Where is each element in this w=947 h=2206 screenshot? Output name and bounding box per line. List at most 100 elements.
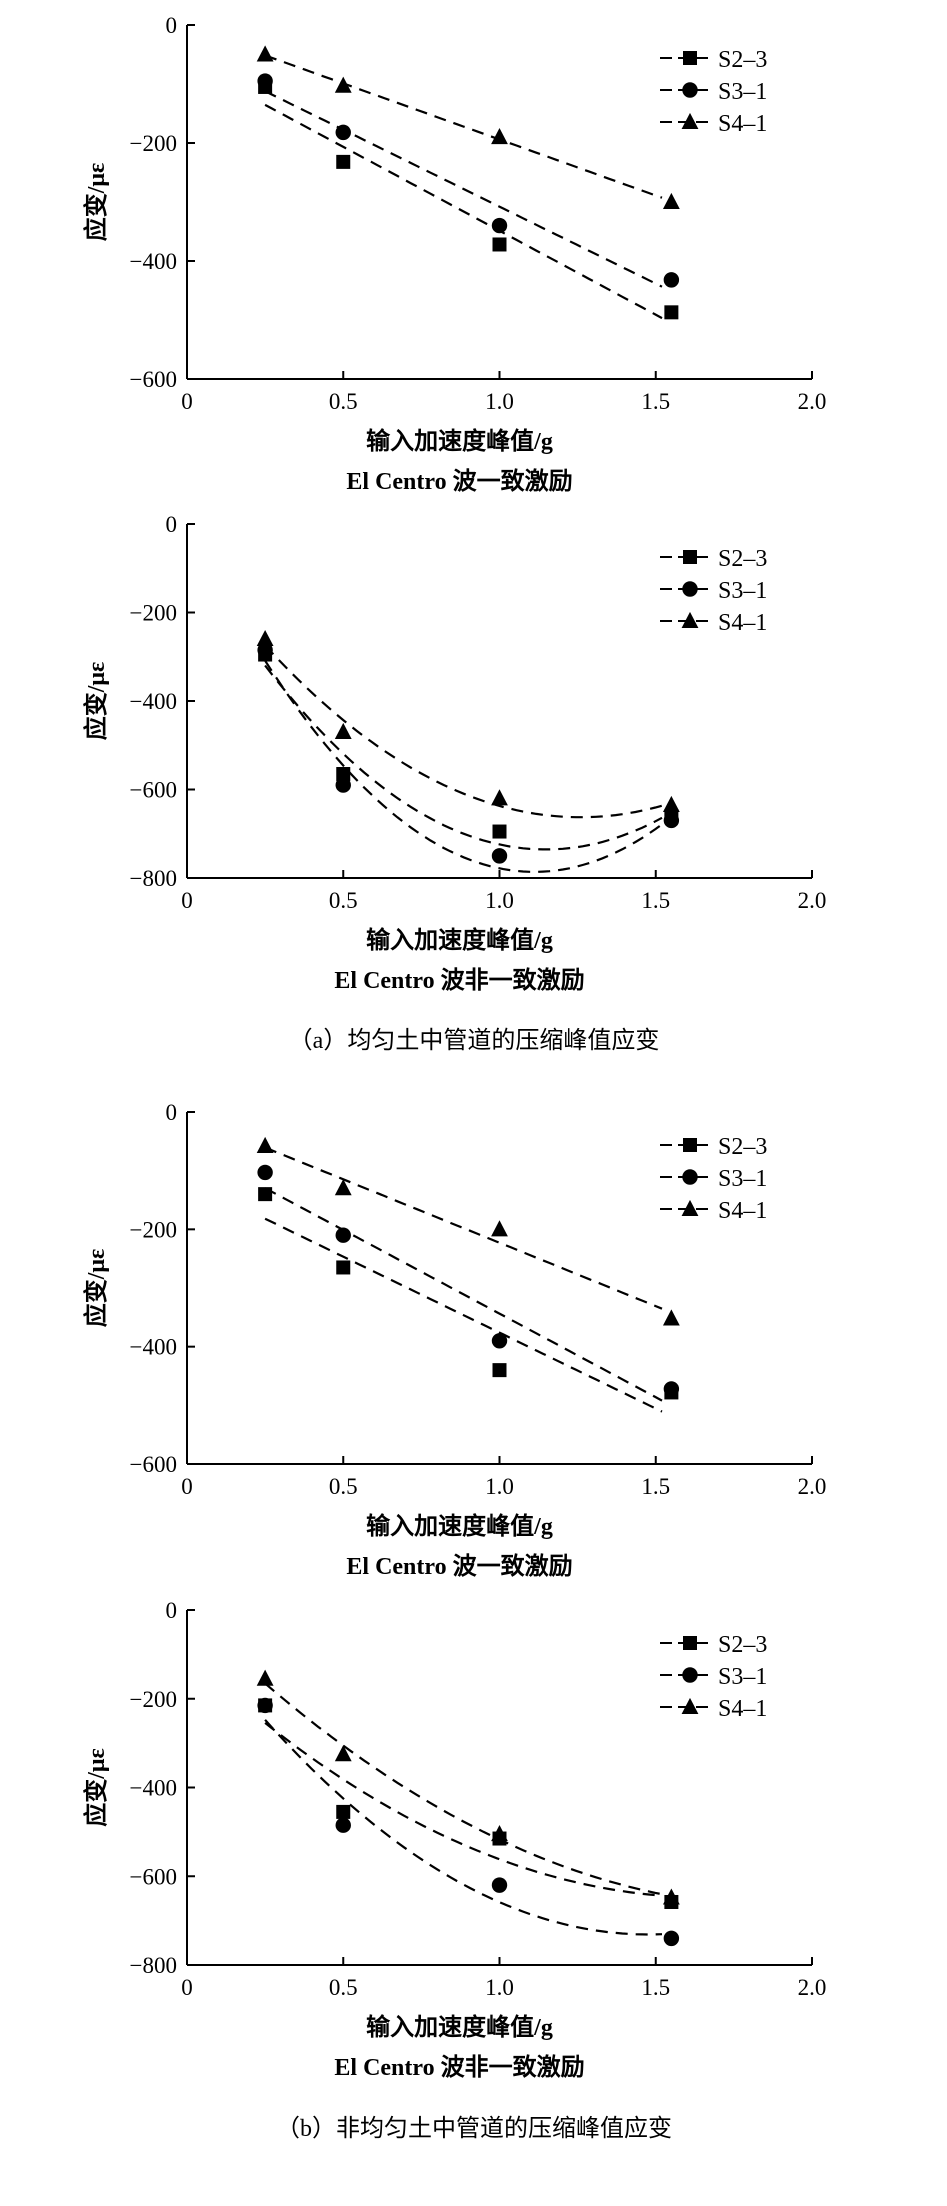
data-point-S2-3 <box>492 824 507 839</box>
legend-marker <box>683 51 697 65</box>
x-tick-label: 0.5 <box>329 1474 358 1499</box>
y-tick-label: 0 <box>166 1100 178 1125</box>
data-point-S4-1 <box>334 722 352 739</box>
legend-marker <box>682 581 698 597</box>
legend-marker <box>682 82 698 98</box>
caption-b: （b）非均匀土中管道的压缩峰值应变 <box>276 2115 672 2142</box>
y-tick-label: −200 <box>130 131 177 156</box>
x-tick-label: 2.0 <box>798 389 827 414</box>
chart-subtitle: El Centro 波非一致激励 <box>334 966 584 994</box>
legend-label: S4–1 <box>718 1198 767 1224</box>
x-tick-label: 0 <box>181 1975 193 2000</box>
x-tick-label: 1.5 <box>641 1474 670 1499</box>
x-tick-label: 1.0 <box>485 389 514 414</box>
data-point-S3-1 <box>491 848 508 864</box>
data-point-S3-1 <box>257 1697 273 1714</box>
x-axis-label: 输入加速度峰值/g <box>366 427 553 455</box>
x-tick-label: 1.0 <box>485 1975 514 2000</box>
y-tick-label: −800 <box>130 1953 177 1978</box>
x-axis-label: 输入加速度峰值/g <box>366 926 553 954</box>
data-point-S3-1 <box>335 124 351 141</box>
data-point-S4-1 <box>491 1824 508 1842</box>
data-point-S4-1 <box>491 1220 508 1237</box>
chart-subtitle: El Centro 波非一致激励 <box>334 2053 584 2081</box>
y-tick-label: −600 <box>130 778 177 803</box>
data-point-S4-1 <box>662 795 680 812</box>
data-point-S3-1 <box>663 1381 680 1397</box>
legend-marker <box>683 1636 697 1650</box>
fit-line-S3-1 <box>264 90 663 288</box>
data-point-S3-1 <box>491 1877 508 1893</box>
y-tick-label: 0 <box>166 13 178 38</box>
legend-marker <box>682 1667 698 1683</box>
legend-label: S3–1 <box>718 79 767 105</box>
fit-line-S3-1 <box>264 1719 663 1936</box>
y-tick-label: −400 <box>130 689 177 714</box>
data-point-S3-1 <box>335 777 351 793</box>
data-point-S4-1 <box>491 128 508 145</box>
legend-label: S2–3 <box>718 1134 767 1160</box>
legend-label: S2–3 <box>718 546 767 572</box>
data-point-S3-1 <box>491 1333 508 1349</box>
data-point-S4-1 <box>256 45 274 62</box>
y-axis-label: 应变/με <box>82 662 110 741</box>
y-axis-label: 应变/με <box>82 1748 110 1827</box>
y-tick-label: 0 <box>166 1598 178 1623</box>
y-tick-label: −400 <box>130 1335 177 1360</box>
y-tick-label: −600 <box>130 1864 177 1889</box>
x-tick-label: 1.0 <box>485 1474 514 1499</box>
data-point-S3-1 <box>663 1930 680 1947</box>
x-tick-label: 2.0 <box>798 1975 827 2000</box>
legend-label: S3–1 <box>718 1664 767 1690</box>
fit-line-S4-1 <box>264 1146 663 1310</box>
fit-line-S3-1 <box>264 1187 663 1402</box>
data-point-S2-3 <box>664 305 679 320</box>
fit-line-S2-3 <box>264 103 663 320</box>
data-point-S3-1 <box>491 217 508 234</box>
legend-marker <box>681 611 699 628</box>
y-axis-label: 应变/με <box>82 163 110 242</box>
caption-a: （a）均匀土中管道的压缩峰值应变 <box>289 1027 660 1054</box>
x-tick-label: 2.0 <box>798 1474 827 1499</box>
y-tick-label: 0 <box>166 512 178 537</box>
x-axis-label: 输入加速度峰值/g <box>366 2013 553 2041</box>
legend-marker <box>683 1138 697 1152</box>
legend-label: S4–1 <box>718 111 767 137</box>
data-point-S2-3 <box>336 767 351 782</box>
data-point-S2-3 <box>336 1804 351 1819</box>
x-tick-label: 0 <box>181 888 193 913</box>
data-point-S3-1 <box>257 73 273 89</box>
legend-marker <box>681 112 699 129</box>
chart-subtitle: El Centro 波一致激励 <box>346 1552 572 1580</box>
fit-line-S4-1 <box>264 1682 663 1896</box>
legend-label: S4–1 <box>718 1696 767 1722</box>
x-axis-label: 输入加速度峰值/g <box>366 1512 553 1540</box>
x-tick-label: 0.5 <box>329 1975 358 2000</box>
fit-line-S2-3 <box>264 1722 663 1897</box>
legend-label: S4–1 <box>718 610 767 636</box>
data-point-S3-1 <box>663 812 680 829</box>
data-point-S4-1 <box>662 1888 680 1905</box>
fit-line-S4-1 <box>264 644 663 819</box>
x-tick-label: 1.5 <box>641 1975 670 2000</box>
legend-label: S3–1 <box>718 578 767 604</box>
x-tick-label: 1.5 <box>641 389 670 414</box>
x-tick-label: 0.5 <box>329 888 358 913</box>
y-tick-label: −200 <box>130 601 177 626</box>
x-tick-label: 0.5 <box>329 389 358 414</box>
data-point-S4-1 <box>256 1669 274 1686</box>
y-tick-label: −800 <box>130 866 177 891</box>
data-point-S4-1 <box>334 1745 352 1762</box>
y-tick-label: −600 <box>130 367 177 392</box>
data-point-S4-1 <box>256 629 274 647</box>
y-tick-label: −400 <box>130 249 177 274</box>
data-point-S4-1 <box>256 1136 274 1154</box>
data-point-S3-1 <box>335 1227 351 1243</box>
fit-line-S3-1 <box>264 660 663 874</box>
fit-line-S2-3 <box>264 1217 663 1413</box>
legend-marker <box>682 1169 698 1185</box>
